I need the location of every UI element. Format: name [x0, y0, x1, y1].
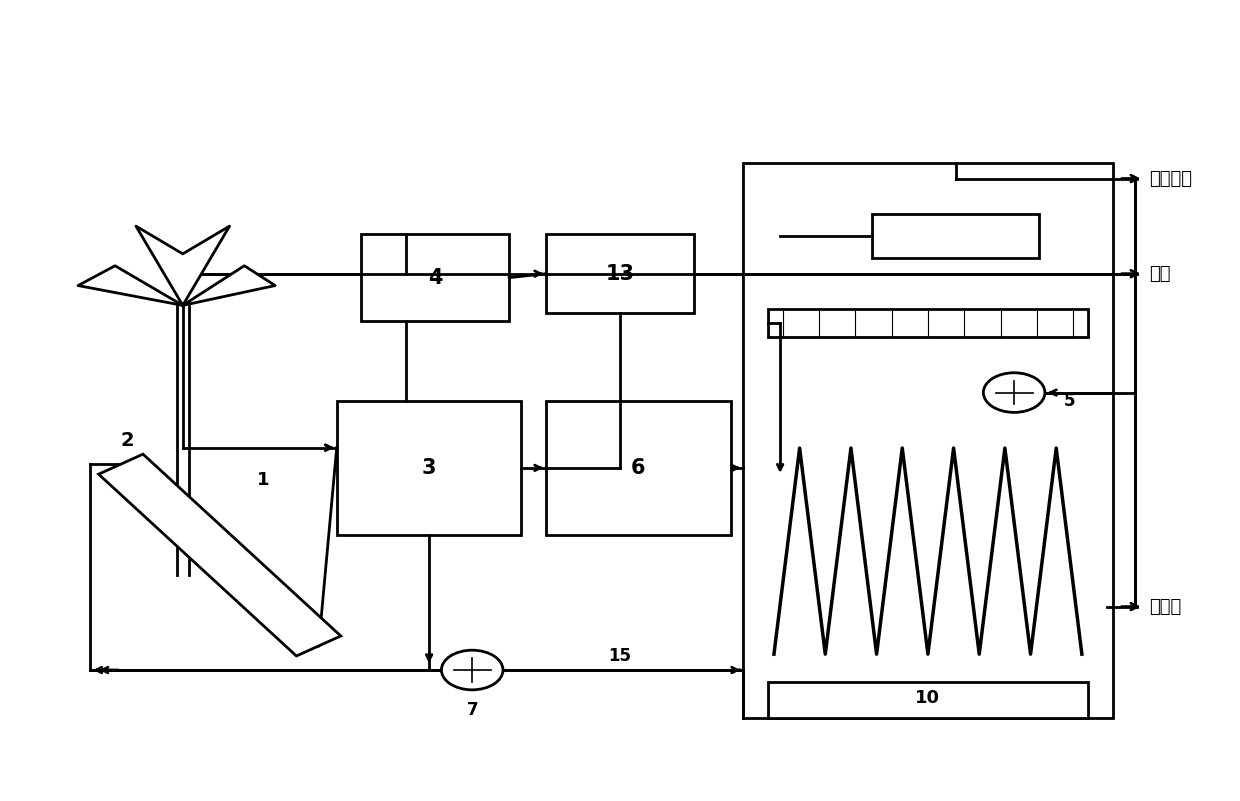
Text: 13: 13	[605, 264, 635, 284]
Text: 10: 10	[915, 689, 940, 706]
Text: 冷凝水: 冷凝水	[1149, 598, 1182, 616]
Polygon shape	[78, 266, 182, 305]
Text: 饱和蒸汽: 饱和蒸汽	[1149, 170, 1193, 187]
Polygon shape	[136, 226, 229, 305]
Text: 电能: 电能	[1149, 264, 1171, 283]
Text: 6: 6	[631, 458, 646, 478]
Text: 2: 2	[120, 431, 134, 449]
Text: 1: 1	[257, 471, 269, 489]
Polygon shape	[182, 266, 275, 305]
Bar	[546, 400, 730, 535]
Bar	[873, 214, 1039, 258]
Text: 15: 15	[609, 646, 631, 665]
Polygon shape	[99, 454, 341, 656]
Bar	[768, 309, 1087, 337]
Text: 7: 7	[466, 701, 477, 718]
Text: 3: 3	[422, 458, 436, 478]
Text: 5: 5	[1064, 392, 1075, 409]
Circle shape	[441, 650, 503, 690]
Bar	[743, 163, 1112, 718]
Circle shape	[983, 372, 1045, 413]
Bar	[546, 234, 694, 313]
Bar	[768, 682, 1087, 718]
Text: 4: 4	[428, 268, 443, 288]
Bar	[361, 234, 510, 321]
Bar	[337, 400, 522, 535]
